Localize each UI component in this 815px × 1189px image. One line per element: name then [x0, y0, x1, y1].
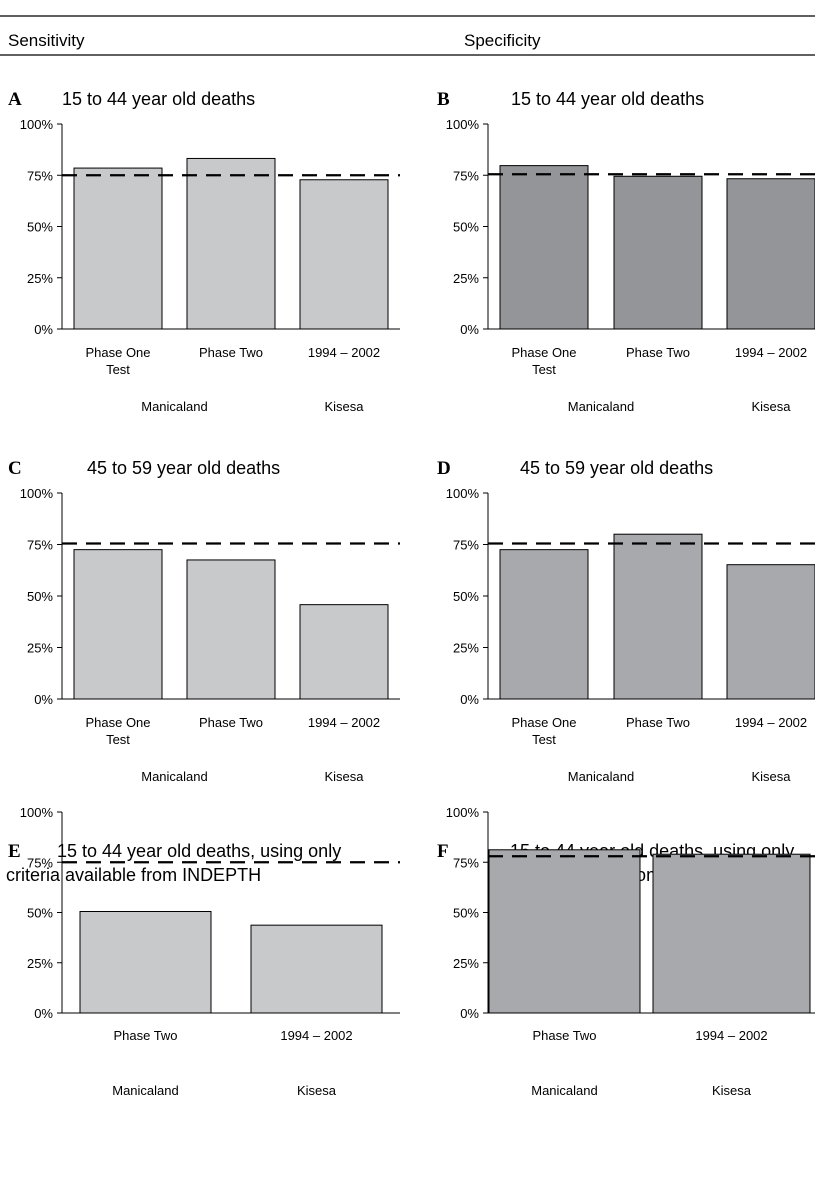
- category-label: Phase Two: [113, 1028, 177, 1043]
- bar: [726, 178, 815, 330]
- group-label: Manicaland: [568, 769, 635, 784]
- panel-letter: D: [437, 458, 451, 479]
- group-label: Kisesa: [324, 399, 364, 414]
- y-tick-label: 25%: [453, 641, 479, 656]
- y-tick-label: 75%: [453, 538, 479, 553]
- y-tick-label: 25%: [27, 271, 53, 286]
- header-sensitivity: Sensitivity: [8, 31, 85, 50]
- group-label: Manicaland: [531, 1083, 598, 1098]
- y-tick-label: 100%: [446, 805, 480, 820]
- bar: [499, 549, 589, 700]
- category-label: Phase Two: [199, 715, 263, 730]
- y-tick-label: 50%: [453, 220, 479, 235]
- y-tick-label: 25%: [453, 271, 479, 286]
- y-tick-label: 25%: [27, 641, 53, 656]
- panel-b: B 15 to 44 year old deaths 0% 25% 50% 75% 100%…: [437, 89, 815, 414]
- bar: [299, 604, 389, 700]
- group-label: Manicaland: [568, 399, 635, 414]
- category-label: Phase Two: [626, 345, 690, 360]
- category-label: 1994 – 2002: [280, 1028, 352, 1043]
- category-label: Phase Two: [626, 715, 690, 730]
- y-tick-label: 100%: [446, 117, 480, 132]
- y-tick-label: 50%: [453, 589, 479, 604]
- y-tick-label: 0%: [34, 322, 53, 337]
- panel-letter: E: [8, 841, 21, 862]
- bar: [73, 167, 163, 330]
- chart-title: 45 to 59 year old deaths: [87, 458, 280, 478]
- panel-e: E 15 to 44 year old deaths, using only cri…: [6, 805, 400, 1098]
- y-tick-label: 50%: [27, 589, 53, 604]
- group-label: Kisesa: [712, 1083, 752, 1098]
- category-label: Phase One Test: [511, 715, 576, 747]
- category-label: Phase One Test: [511, 345, 576, 377]
- bar: [186, 157, 276, 330]
- category-label: Phase One Test: [85, 345, 150, 377]
- bar: [726, 564, 815, 700]
- y-tick-label: 50%: [27, 220, 53, 235]
- y-tick-label: 0%: [460, 1006, 479, 1021]
- bar: [299, 179, 389, 330]
- category-label: 1994 – 2002: [735, 715, 807, 730]
- panel-c: C 45 to 59 year old deaths 0% 25% 50% 75% 100%…: [8, 458, 400, 784]
- panel-d: D 45 to 59 year old deaths 0% 25% 50% 75% 100%…: [437, 458, 815, 784]
- panel-letter: C: [8, 458, 22, 479]
- y-tick-label: 75%: [27, 168, 53, 183]
- panels: A 15 to 44 year old deaths 0% 25% 50% 75% 100%…: [6, 89, 815, 1098]
- bar: [186, 559, 276, 700]
- category-label: 1994 – 2002: [308, 715, 380, 730]
- bar: [488, 849, 641, 1014]
- bar: [79, 910, 212, 1014]
- panel-a: A 15 to 44 year old deaths 0% 25% 50% 75% 100%…: [8, 89, 400, 414]
- panel-letter: A: [8, 89, 22, 110]
- y-tick-label: 50%: [453, 906, 479, 921]
- group-label: Manicaland: [141, 399, 208, 414]
- y-tick-label: 75%: [453, 168, 479, 183]
- y-tick-label: 0%: [34, 692, 53, 707]
- y-tick-label: 0%: [460, 322, 479, 337]
- group-label: Kisesa: [751, 769, 791, 784]
- y-tick-label: 0%: [460, 692, 479, 707]
- category-label: 1994 – 2002: [695, 1028, 767, 1043]
- chart-title: 45 to 59 year old deaths: [520, 458, 713, 478]
- bar: [613, 533, 703, 700]
- group-label: Kisesa: [297, 1083, 337, 1098]
- y-tick-label: 100%: [20, 117, 54, 132]
- y-tick-label: 75%: [27, 538, 53, 553]
- y-tick-label: 100%: [20, 805, 54, 820]
- panel-letter: B: [437, 89, 450, 110]
- y-tick-label: 75%: [453, 855, 479, 870]
- chart-title-line-2: criteria available from INDEPTH: [6, 865, 261, 885]
- bar: [499, 165, 589, 330]
- category-label: 1994 – 2002: [308, 345, 380, 360]
- panel-letter: F: [437, 841, 449, 862]
- category-label: Phase Two: [199, 345, 263, 360]
- y-tick-label: 75%: [27, 855, 53, 870]
- bar: [613, 175, 703, 330]
- group-label: Manicaland: [141, 769, 208, 784]
- bar: [73, 549, 163, 700]
- panel-f: F15 to 44 year old deaths, using onlycri…: [437, 805, 815, 1098]
- y-tick-label: 100%: [20, 486, 54, 501]
- group-label: Manicaland: [112, 1083, 179, 1098]
- y-tick-label: 50%: [27, 906, 53, 921]
- category-label: Phase Two: [532, 1028, 596, 1043]
- y-tick-label: 25%: [27, 956, 53, 971]
- chart-title: 15 to 44 year old deaths: [511, 89, 704, 109]
- group-label: Kisesa: [751, 399, 791, 414]
- bar: [250, 924, 383, 1014]
- bar: [652, 853, 811, 1014]
- y-tick-label: 25%: [453, 956, 479, 971]
- header-specificity: Specificity: [464, 31, 541, 50]
- category-label: 1994 – 2002: [735, 345, 807, 360]
- category-label: Phase One Test: [85, 715, 150, 747]
- group-label: Kisesa: [324, 769, 364, 784]
- y-tick-label: 0%: [34, 1006, 53, 1021]
- chart-title: 15 to 44 year old deaths: [62, 89, 255, 109]
- y-tick-label: 100%: [446, 486, 480, 501]
- chart-title-line-1: 15 to 44 year old deaths, using only: [57, 841, 341, 861]
